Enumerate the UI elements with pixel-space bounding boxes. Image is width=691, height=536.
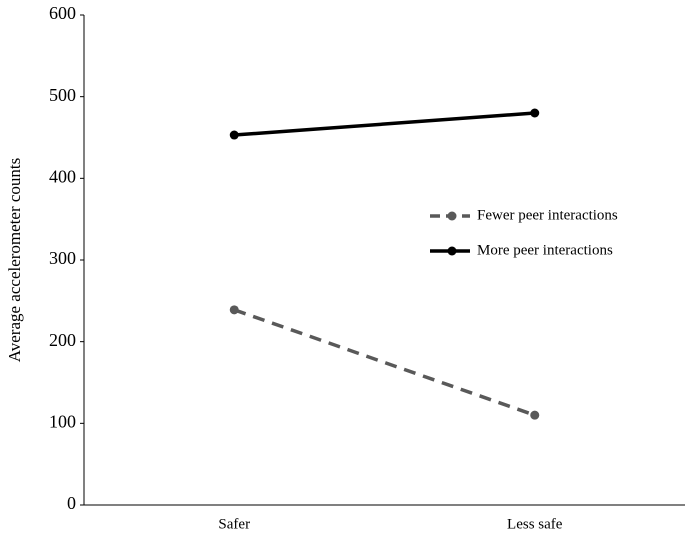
data-point <box>530 108 540 118</box>
legend-marker <box>447 246 457 256</box>
data-point <box>229 130 239 140</box>
legend-label: Fewer peer interactions <box>477 207 618 223</box>
x-tick-label: Safer <box>218 516 250 532</box>
y-tick-label: 200 <box>49 330 76 350</box>
series-line <box>233 308 536 417</box>
y-tick-label: 400 <box>49 166 76 186</box>
data-point <box>530 410 540 420</box>
series-line <box>234 111 535 137</box>
y-axis-label: Average accelerometer counts <box>5 158 24 363</box>
x-tick-label: Less safe <box>507 516 563 532</box>
y-tick-label: 0 <box>67 493 76 513</box>
y-tick-label: 100 <box>49 411 76 431</box>
y-tick-label: 600 <box>49 3 76 23</box>
legend-marker <box>447 211 457 221</box>
y-tick-label: 300 <box>49 248 76 268</box>
legend-label: More peer interactions <box>477 242 613 258</box>
y-tick-label: 500 <box>49 85 76 105</box>
data-point <box>229 305 239 315</box>
